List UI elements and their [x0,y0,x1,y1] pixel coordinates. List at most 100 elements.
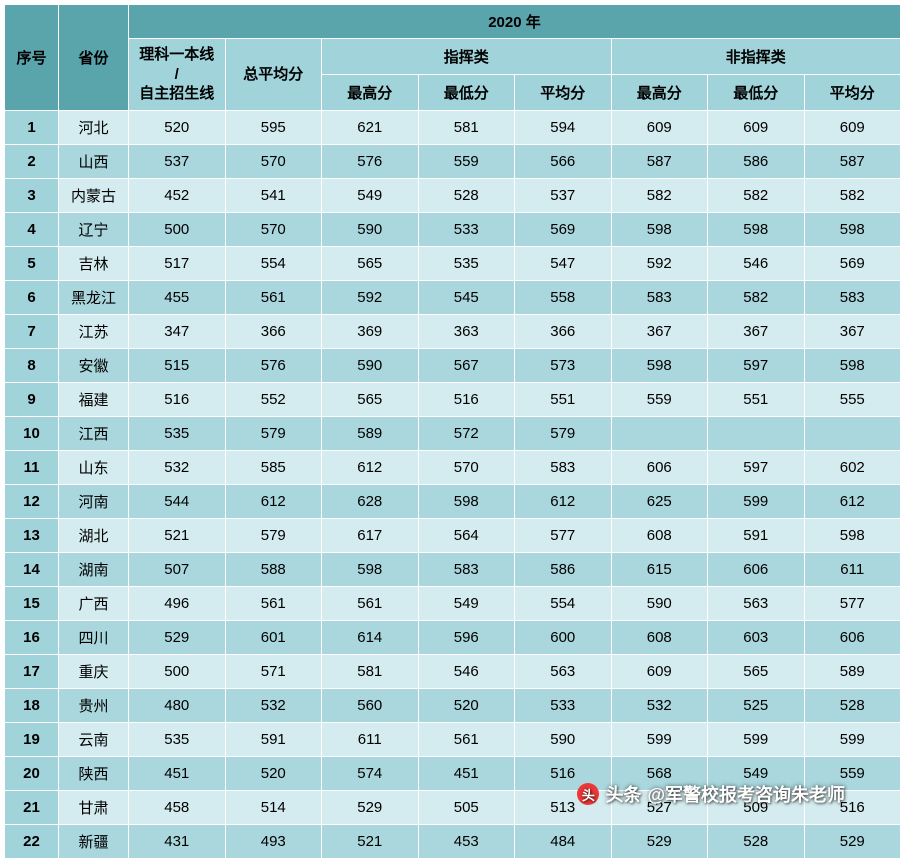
cell-nc_max: 625 [611,484,708,518]
cell-cmd_min: 546 [418,654,515,688]
cell-cmd_min: 564 [418,518,515,552]
cell-nc_avg: 559 [804,756,901,790]
cell-cmd_avg: 537 [515,178,612,212]
cell-line: 455 [129,280,226,314]
cell-line: 451 [129,756,226,790]
header-line: 理科一本线 / 自主招生线 [129,39,226,111]
cell-cmd_avg: 569 [515,212,612,246]
cell-nc_min: 565 [708,654,805,688]
cell-nc_avg: 599 [804,722,901,756]
table-row: 2山西537570576559566587586587 [5,144,901,178]
header-line1: 理科一本线 [131,45,223,65]
cell-province: 江西 [59,416,129,450]
cell-line: 347 [129,314,226,348]
cell-total_avg: 591 [225,722,322,756]
cell-cmd_avg: 554 [515,586,612,620]
header-cmd: 指挥类 [322,39,612,75]
cell-nc_max: 609 [611,110,708,144]
cell-nc_min: 598 [708,212,805,246]
cell-total_avg: 514 [225,790,322,824]
cell-cmd_min: 583 [418,552,515,586]
cell-province: 安徽 [59,348,129,382]
table-row: 7江苏347366369363366367367367 [5,314,901,348]
cell-line: 500 [129,212,226,246]
cell-line: 520 [129,110,226,144]
cell-line: 515 [129,348,226,382]
cell-province: 四川 [59,620,129,654]
cell-line: 535 [129,416,226,450]
cell-seq: 11 [5,450,59,484]
table-row: 14湖南507588598583586615606611 [5,552,901,586]
cell-nc_min: 586 [708,144,805,178]
cell-cmd_max: 592 [322,280,419,314]
cell-province: 河北 [59,110,129,144]
cell-nc_avg: 529 [804,824,901,858]
cell-seq: 9 [5,382,59,416]
cell-province: 湖南 [59,552,129,586]
cell-seq: 22 [5,824,59,858]
cell-nc_min: 599 [708,722,805,756]
cell-total_avg: 595 [225,110,322,144]
header-cmd-avg: 平均分 [515,74,612,110]
cell-cmd_max: 581 [322,654,419,688]
cell-seq: 3 [5,178,59,212]
cell-province: 福建 [59,382,129,416]
cell-seq: 18 [5,688,59,722]
cell-cmd_avg: 573 [515,348,612,382]
cell-province: 辽宁 [59,212,129,246]
cell-cmd_avg: 533 [515,688,612,722]
cell-cmd_max: 628 [322,484,419,518]
cell-cmd_avg: 579 [515,416,612,450]
cell-province: 贵州 [59,688,129,722]
cell-province: 陕西 [59,756,129,790]
cell-cmd_max: 561 [322,586,419,620]
table-row: 4辽宁500570590533569598598598 [5,212,901,246]
cell-total_avg: 579 [225,518,322,552]
cell-line: 500 [129,654,226,688]
cell-cmd_min: 505 [418,790,515,824]
cell-line: 496 [129,586,226,620]
cell-cmd_avg: 484 [515,824,612,858]
cell-nc_min: 599 [708,484,805,518]
cell-cmd_max: 612 [322,450,419,484]
cell-nc_max: 529 [611,824,708,858]
cell-nc_min: 563 [708,586,805,620]
cell-total_avg: 612 [225,484,322,518]
cell-province: 黑龙江 [59,280,129,314]
header-total-avg: 总平均分 [225,39,322,111]
cell-seq: 20 [5,756,59,790]
cell-line: 535 [129,722,226,756]
cell-nc_max: 598 [611,348,708,382]
cell-nc_min: 603 [708,620,805,654]
cell-cmd_avg: 590 [515,722,612,756]
cell-total_avg: 554 [225,246,322,280]
cell-nc_max: 590 [611,586,708,620]
table-row: 12河南544612628598612625599612 [5,484,901,518]
cell-seq: 13 [5,518,59,552]
cell-total_avg: 520 [225,756,322,790]
header-nc-min: 最低分 [708,74,805,110]
cell-cmd_min: 453 [418,824,515,858]
cell-nc_max: 559 [611,382,708,416]
cell-cmd_max: 529 [322,790,419,824]
cell-cmd_avg: 366 [515,314,612,348]
cell-cmd_min: 561 [418,722,515,756]
cell-cmd_min: 533 [418,212,515,246]
cell-seq: 15 [5,586,59,620]
cell-nc_avg: 598 [804,518,901,552]
cell-total_avg: 552 [225,382,322,416]
cell-cmd_min: 596 [418,620,515,654]
cell-province: 河南 [59,484,129,518]
table-row: 16四川529601614596600608603606 [5,620,901,654]
cell-nc_min: 549 [708,756,805,790]
cell-total_avg: 588 [225,552,322,586]
cell-nc_min: 609 [708,110,805,144]
cell-cmd_max: 576 [322,144,419,178]
cell-total_avg: 541 [225,178,322,212]
cell-cmd_min: 549 [418,586,515,620]
cell-total_avg: 561 [225,280,322,314]
table-row: 18贵州480532560520533532525528 [5,688,901,722]
cell-cmd_min: 581 [418,110,515,144]
cell-nc_max [611,416,708,450]
table-row: 1河北520595621581594609609609 [5,110,901,144]
